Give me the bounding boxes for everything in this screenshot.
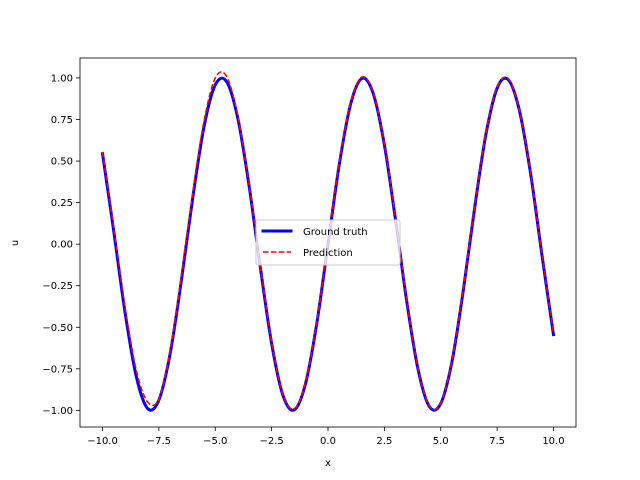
y-tick-label: −0.75: [42, 364, 73, 375]
y-tick-label: 1.00: [51, 73, 73, 84]
legend: Ground truth Prediction: [255, 219, 401, 266]
x-tick-label: −2.5: [259, 436, 283, 447]
legend-label-prediction: Prediction: [303, 248, 353, 259]
y-tick-label: −1.00: [42, 406, 73, 417]
x-tick-label: 7.5: [489, 436, 505, 447]
y-tick-label: 0.75: [51, 115, 73, 126]
x-tick-label: 5.0: [433, 436, 449, 447]
y-axis-label: u: [10, 240, 21, 246]
x-tick-label: −7.5: [147, 436, 171, 447]
y-tick-label: 0.25: [51, 198, 73, 209]
y-tick-label: −0.50: [42, 323, 73, 334]
y-axis: −1.00 −0.75 −0.50 −0.25 0.00 0.25 0.50 0.75 1.00: [42, 73, 80, 417]
x-axis-label: x: [325, 458, 331, 469]
x-tick-label: −10.0: [87, 436, 118, 447]
x-tick-label: 2.5: [376, 436, 392, 447]
x-tick-label: −5.0: [203, 436, 227, 447]
y-tick-label: 0.00: [51, 240, 73, 251]
y-tick-label: −0.25: [42, 281, 73, 292]
y-tick-label: 0.50: [51, 157, 73, 168]
legend-label-ground-truth: Ground truth: [303, 227, 368, 238]
x-tick-label: 10.0: [542, 436, 564, 447]
x-tick-label: 0.0: [320, 436, 336, 447]
x-axis: −10.0 −7.5 −5.0 −2.5 0.0 2.5 5.0 7.5 10.0: [87, 427, 565, 447]
